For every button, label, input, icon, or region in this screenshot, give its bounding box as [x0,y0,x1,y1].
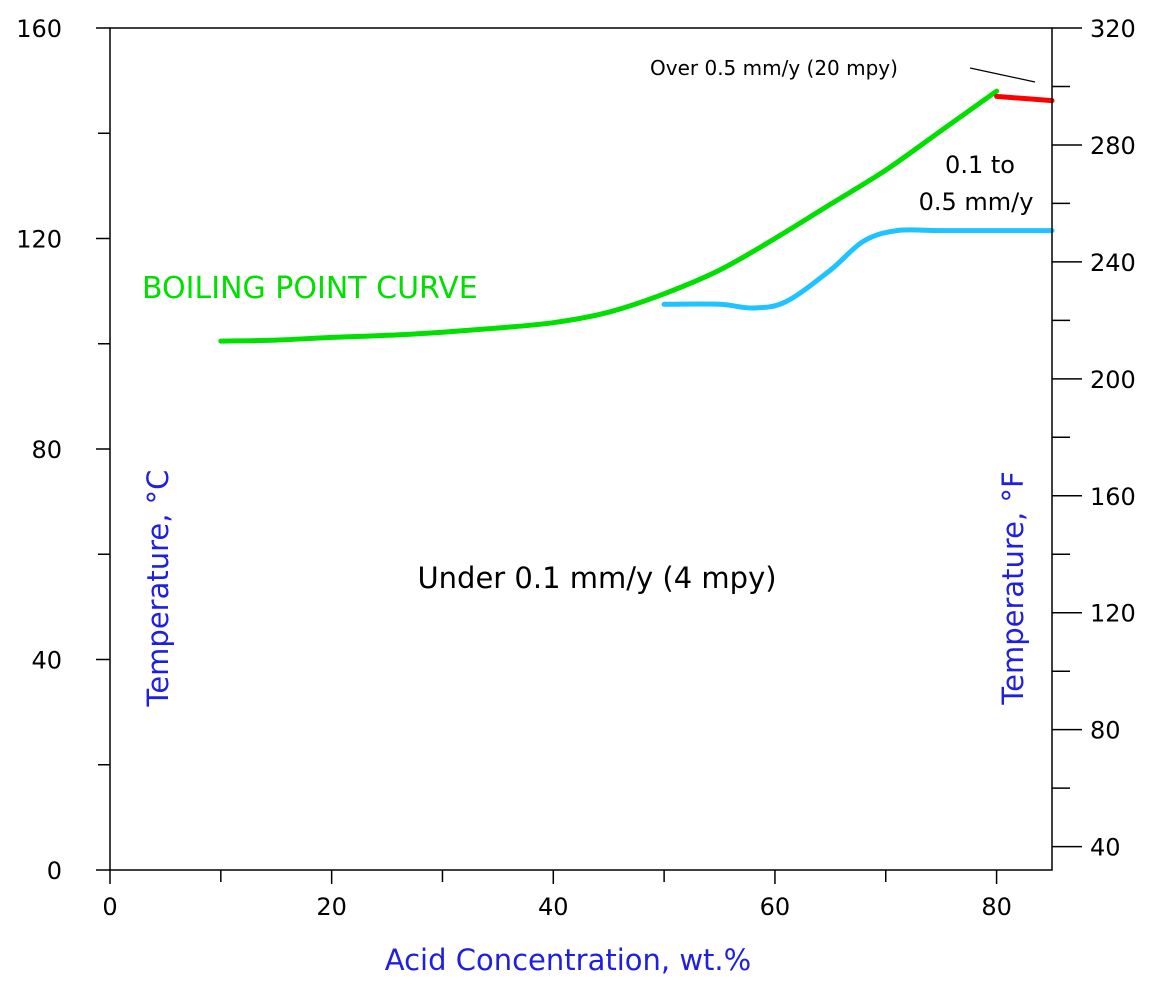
series-lines [218,88,1055,344]
y2-tick-label: 160 [1090,483,1136,511]
x-tick-label: 80 [981,893,1012,921]
over-annotation-leader [969,67,1036,83]
y2-tick-label: 40 [1090,834,1121,862]
moderate-corrosion-boundary-line [661,227,1055,311]
y2-tick-label: 200 [1090,366,1136,394]
x-tick-label: 60 [760,893,791,921]
over-annotation: Over 0.5 mm/y (20 mpy) [650,56,898,80]
tick-marks [96,27,1082,884]
mid-annotation-line2: 0.5 mm/y [919,188,1034,216]
x-tick-label: 40 [538,893,569,921]
y-tick-label: 120 [16,226,62,254]
y2-tick-label: 80 [1090,717,1121,745]
y2-tick-label: 320 [1090,15,1136,43]
tick-labels: 0 20 40 60 80 0 40 80 120 160 40 80 120 160 200 240 280 3… [16,15,1136,921]
x-axis-title: Acid Concentration, wt.% [385,943,751,977]
y-tick-label: 40 [31,647,62,675]
boiling-point-label: BOILING POINT CURVE [142,271,478,306]
boiling-point-curve-line [218,88,1000,344]
y-tick-label: 0 [47,857,62,885]
under-annotation: Under 0.1 mm/y (4 mpy) [417,561,776,595]
y-axis-title-left: Temperature, °C [141,470,175,708]
plot-frame [109,27,1053,871]
x-tick-label: 20 [316,893,347,921]
y-tick-label: 80 [31,436,62,464]
y2-tick-label: 120 [1090,600,1136,628]
y2-tick-label: 240 [1090,249,1136,277]
high-corrosion-boundary-line [994,93,1055,104]
mid-annotation-line1: 0.1 to [945,151,1015,179]
y-tick-label: 160 [16,15,62,43]
y-axis-title-right: Temperature, °F [996,471,1030,705]
y2-tick-label: 280 [1090,132,1136,160]
x-tick-label: 0 [102,893,117,921]
